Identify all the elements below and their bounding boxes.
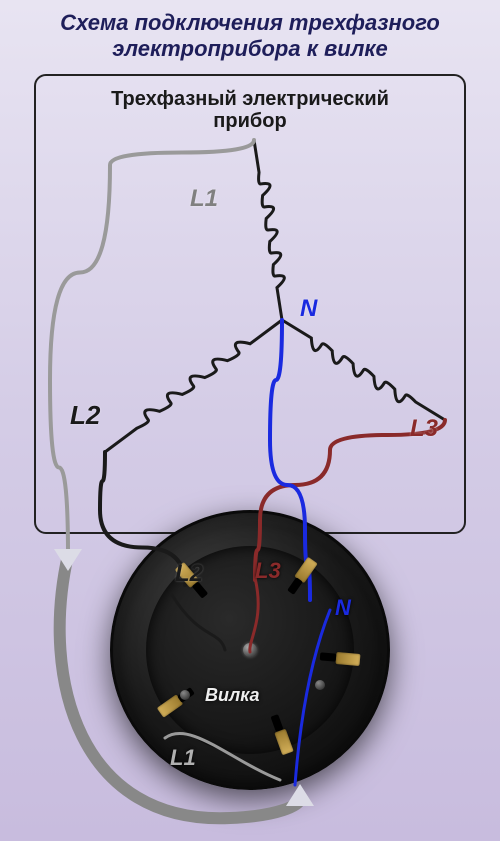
label-L2: L2 <box>70 400 100 431</box>
label-L1: L1 <box>190 185 218 213</box>
main-title: Схема подключения трехфазного электропри… <box>0 0 500 68</box>
plug-screw-0 <box>180 690 190 700</box>
cable-entry-top <box>54 549 82 571</box>
plug-center-screw <box>243 643 257 657</box>
plug-caption: Вилка <box>205 685 260 706</box>
plug-label-L3: L3 <box>255 558 281 584</box>
plug-screw-1 <box>315 680 325 690</box>
cable-entry-bottom <box>286 784 314 806</box>
diagram-frame <box>34 74 466 534</box>
title-line1: Схема подключения трехфазного <box>20 10 480 36</box>
subtitle-line1: Трехфазный электрический <box>0 88 500 110</box>
label-N: N <box>300 295 317 323</box>
plug-body <box>110 510 390 790</box>
title-line2: электроприбора к вилке <box>20 36 480 62</box>
plug-label-L1: L1 <box>170 745 196 771</box>
plug-label-N: N <box>335 595 351 621</box>
L3-pin <box>335 652 360 666</box>
label-L3: L3 <box>410 415 438 443</box>
plug-label-L2: L2 <box>175 560 203 588</box>
device-subtitle: Трехфазный электрический прибор <box>0 88 500 132</box>
subtitle-line2: прибор <box>0 110 500 132</box>
